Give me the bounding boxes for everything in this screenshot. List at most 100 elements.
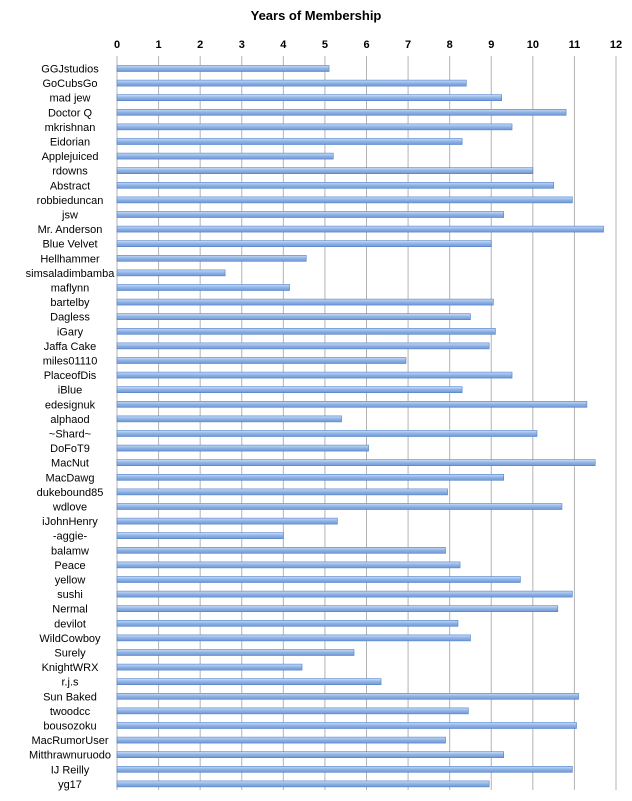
category-labels: GGJstudios GoCubsGo mad jew Doctor Q mkrishn… [26,64,116,791]
x-tick-label: 0 [114,39,120,51]
category-label: Surely [54,648,86,660]
bar [116,196,573,204]
x-tick-label: 12 [610,39,622,51]
bar [116,386,463,394]
category-label: alphaod [50,414,89,426]
category-label: bousozoku [43,721,96,733]
bar [116,138,463,145]
bar [116,400,588,408]
category-label: Eidorian [50,137,90,149]
bar [116,517,338,525]
x-tick-label: 2 [197,39,203,51]
category-label: Hellhammer [40,253,100,265]
category-label: Doctor Q [48,107,92,119]
category-label: miles01110 [43,356,98,368]
category-label: Applejuiced [42,151,99,163]
bars [116,65,604,788]
category-label: -aggie- [53,531,88,543]
bar [116,371,513,379]
category-label: WildCowboy [39,633,101,645]
category-label: wdlove [52,502,87,514]
category-label: MacRumorUser [31,735,108,747]
category-label: Mitthrawnuruodo [29,750,111,762]
category-label: Sun Baked [43,691,97,703]
bar [116,503,563,510]
category-label: DoFoT9 [50,443,90,455]
x-tick-label: 1 [156,39,162,51]
x-tick-label: 11 [569,39,581,51]
bar [116,736,446,744]
bar [116,79,467,87]
bar [116,751,505,759]
category-label: yellow [55,575,86,587]
bar [116,634,471,642]
bar [116,182,554,189]
x-tick-label: 7 [405,39,411,51]
category-label: MacDawg [46,472,95,484]
category-label: Jaffa Cake [44,341,96,353]
x-tick-labels: 0 1 2 3 4 5 6 7 8 9 10 11 12 [114,39,622,51]
category-label: robbieduncan [37,195,104,207]
category-label: jsw [61,210,78,222]
bar [116,692,579,700]
category-label: MacNut [51,458,89,470]
category-label: yg17 [58,779,82,791]
bar [116,94,502,101]
bar [116,590,573,598]
category-label: iBlue [58,385,82,397]
category-label: Mr. Anderson [38,224,103,236]
bar [116,240,492,247]
category-label: PlaceofDis [44,370,97,382]
bar [116,284,290,291]
category-label: GGJstudios [41,64,99,76]
bar [116,211,505,218]
x-tick-label: 3 [239,39,245,51]
bar [116,546,446,554]
bar [116,459,596,467]
bar [116,313,471,321]
category-label: iGary [57,326,84,338]
x-tick-label: 10 [527,39,539,51]
bar [116,152,334,160]
x-tick-label: 4 [280,39,287,51]
bar [116,649,355,656]
chart-title: Years of Membership [250,8,382,23]
bar [116,298,494,306]
category-label: twoodcc [50,706,91,718]
bar [116,605,559,613]
category-label: mad jew [50,93,91,105]
bar [116,663,303,671]
bar [116,473,505,481]
category-label: Abstract [50,180,90,192]
bar [116,123,513,131]
bar [116,430,538,437]
category-label: rdowns [52,166,88,178]
bar [116,765,573,773]
category-label: maflynn [51,283,90,295]
category-label: Nermal [52,604,87,616]
bar [116,722,577,729]
category-label: GoCubsGo [42,78,97,90]
x-tick-label: 6 [363,39,369,51]
category-label: r.j.s [61,677,79,689]
bar [116,342,490,350]
bar [116,255,307,262]
bar [116,357,407,364]
category-label: balamw [51,545,89,557]
bar [116,109,567,116]
category-label: Dagless [50,312,90,324]
category-label: KnightWRX [42,662,100,674]
bar [116,561,461,569]
category-label: IJ Reilly [51,764,90,776]
category-label: simsaladimbamba [26,268,116,280]
bar [116,576,521,583]
category-label: bartelby [50,297,90,309]
bar [116,488,448,496]
category-label: mkrishnan [45,122,96,134]
x-tick-label: 9 [488,39,494,51]
bar [116,619,459,627]
x-tick-label: 5 [322,39,328,51]
bar [116,532,284,540]
category-label: dukebound85 [37,487,104,499]
